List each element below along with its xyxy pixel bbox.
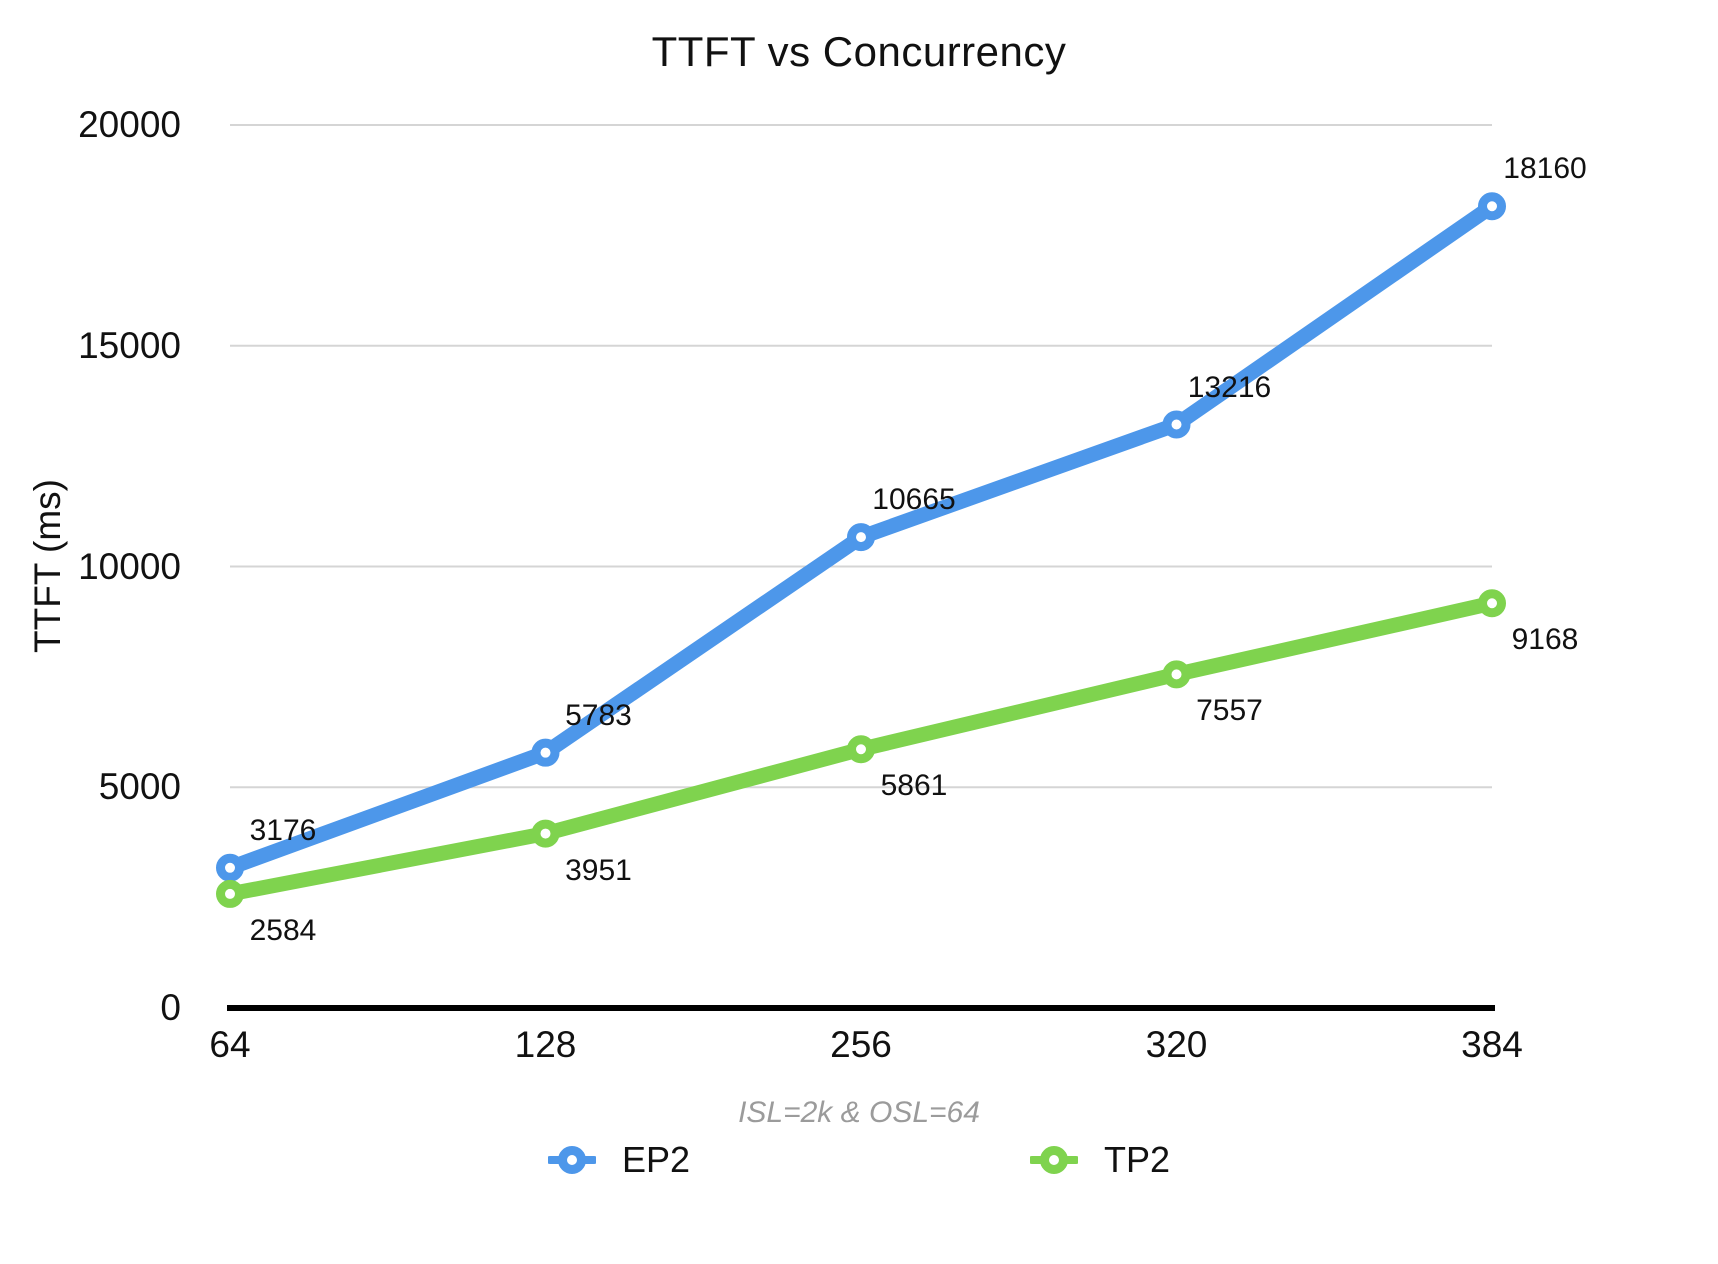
y-tick-label: 10000 [78, 545, 181, 587]
legend-label-ep2: EP2 [621, 1139, 690, 1180]
data-label-ep2-384: 18160 [1503, 152, 1587, 186]
chart-title: TTFT vs Concurrency [651, 28, 1067, 75]
marker-tp2-384 [1478, 589, 1506, 618]
x-tick-label: 256 [830, 1024, 892, 1065]
x-tick-label: 320 [1145, 1024, 1208, 1065]
marker-ep2-320 [1162, 410, 1191, 439]
y-tick-label: 0 [160, 987, 181, 1028]
legend-label-tp2: TP2 [1104, 1139, 1171, 1180]
data-label-ep2-64: 3176 [249, 813, 317, 847]
data-label-ep2-128: 5783 [565, 698, 632, 732]
legend-marker-tp2-icon [1030, 1146, 1078, 1174]
x-tick-label: 128 [514, 1024, 577, 1065]
x-tick-label: 384 [1461, 1024, 1523, 1065]
data-label-tp2-128: 3951 [565, 853, 632, 887]
legend-marker-ep2-icon [547, 1146, 596, 1174]
x-axis-subtitle: ISL=2k & OSL=64 [738, 1096, 980, 1129]
y-tick-label: 5000 [98, 766, 181, 808]
marker-ep2-64 [216, 853, 244, 882]
data-label-tp2-64: 2584 [249, 913, 317, 947]
marker-ep2-384 [1478, 192, 1506, 221]
legend-item-ep2: EP2 [547, 1138, 690, 1182]
data-label-tp2-320: 7557 [1196, 694, 1263, 728]
marker-tp2-320 [1162, 660, 1191, 689]
y-tick-label: 15000 [78, 324, 181, 366]
x-tick-label: 64 [209, 1024, 251, 1065]
marker-ep2-128 [531, 738, 560, 767]
data-label-ep2-256: 10665 [872, 483, 956, 517]
marker-tp2-64 [216, 879, 244, 908]
legend-item-tp2: TP2 [1030, 1138, 1170, 1182]
data-label-tp2-384: 9168 [1511, 623, 1579, 657]
marker-tp2-256 [847, 735, 875, 764]
data-label-ep2-320: 13216 [1187, 370, 1272, 404]
marker-ep2-256 [847, 523, 875, 552]
data-label-tp2-256: 5861 [880, 769, 948, 803]
marker-tp2-128 [531, 819, 560, 848]
legend: EP2 TP2 [0, 1138, 1718, 1182]
y-tick-label: 20000 [78, 104, 181, 145]
